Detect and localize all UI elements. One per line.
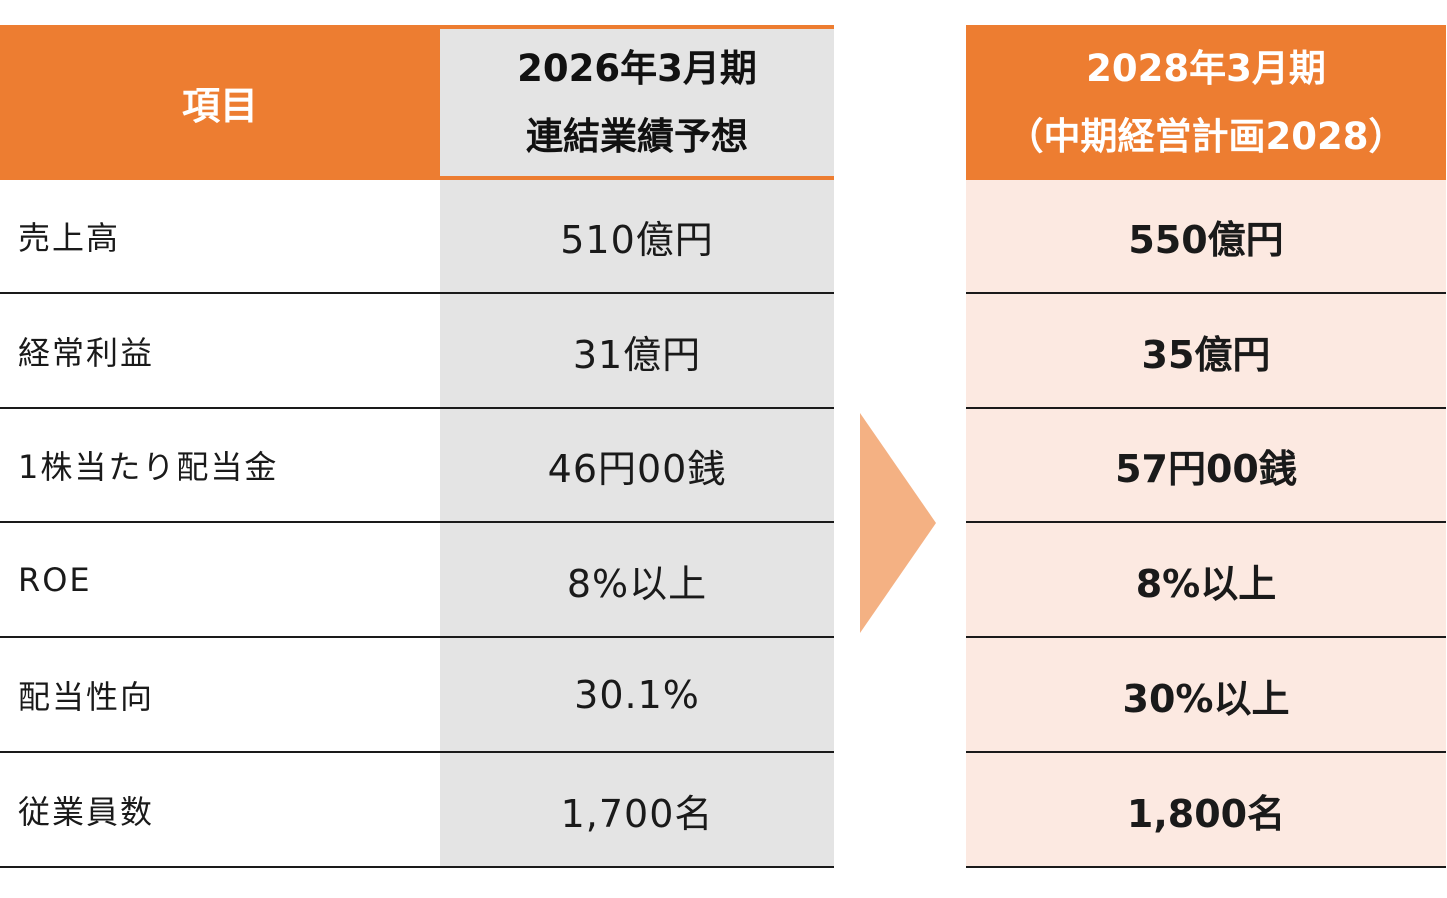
header-midterm-plan: 2028年3月期 （中期経営計画2028） (966, 25, 1446, 180)
header-plan-line1: 2028年3月期 (1086, 46, 1326, 90)
row-label: ROE (18, 561, 92, 599)
plan-value: 30%以上 (966, 639, 1446, 753)
header-current-forecast: 2026年3月期 連結業績予想 (440, 25, 834, 180)
header-current-line2: 連結業績予想 (526, 114, 748, 158)
table-row: ROE 8%以上 (0, 524, 834, 638)
header-item-label: 項目 (181, 84, 258, 128)
row-current-value: 31億円 (572, 332, 702, 377)
table-row: 経常利益 31億円 (0, 295, 834, 409)
row-label: 1株当たり配当金 (18, 448, 279, 486)
plan-value: 57円00銭 (966, 409, 1446, 523)
row-current-value: 46円00銭 (547, 446, 727, 491)
table-row: 配当性向 30.1% (0, 639, 834, 753)
row-label: 経常利益 (18, 334, 155, 372)
header-plan-line2: （中期経営計画2028） (1006, 114, 1406, 158)
row-current-value: 30.1% (574, 673, 700, 717)
table-row: 1株当たり配当金 46円00銭 (0, 409, 834, 523)
row-current-value: 510億円 (560, 217, 714, 262)
table-row: 従業員数 1,700名 (0, 754, 834, 868)
header-item: 項目 (0, 25, 440, 180)
row-current-value: 8%以上 (566, 561, 708, 606)
row-label: 従業員数 (18, 793, 155, 831)
plan-value: 35億円 (966, 295, 1446, 409)
row-current-value: 1,700名 (560, 791, 714, 836)
arrow-right-icon (860, 413, 936, 633)
row-label: 売上高 (18, 219, 121, 257)
plan-value: 1,800名 (966, 754, 1446, 868)
table-row: 売上高 510億円 (0, 180, 834, 294)
header-current-line1: 2026年3月期 (517, 46, 757, 90)
plan-value: 8%以上 (966, 524, 1446, 638)
plan-value: 550億円 (966, 180, 1446, 294)
row-label: 配当性向 (18, 678, 155, 716)
